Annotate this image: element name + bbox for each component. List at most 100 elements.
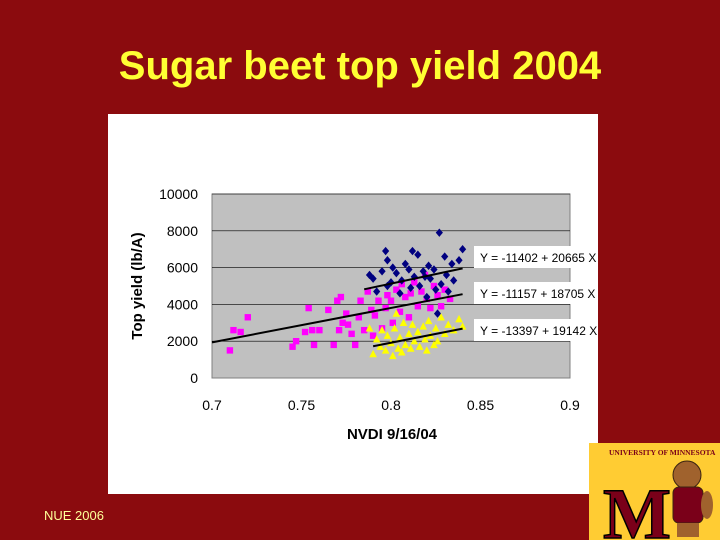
square-point	[387, 297, 395, 304]
diamond-point	[383, 256, 392, 265]
triangle-point	[419, 322, 428, 330]
square-point	[360, 326, 368, 334]
square-point	[407, 290, 414, 297]
diamond-point	[401, 259, 409, 269]
y-axis-label: Top yield (lb/A)	[129, 232, 146, 339]
triangle-point	[423, 346, 431, 354]
triangle-point	[390, 324, 399, 332]
logo-letter: M	[603, 474, 671, 540]
y-tick-label: 2000	[167, 333, 198, 349]
square-point	[305, 304, 312, 312]
square-point	[237, 328, 244, 336]
triangle-point	[440, 329, 449, 338]
square-point	[375, 297, 382, 304]
triangle-point	[388, 351, 397, 360]
y-tick-label: 4000	[167, 296, 198, 312]
square-point	[343, 310, 350, 317]
y-tick-labels: 0 2000 4000 6000 8000 10000	[159, 186, 198, 386]
square-point	[441, 286, 448, 293]
triangle-point	[381, 346, 390, 354]
square-point	[309, 326, 316, 334]
diamond-point	[407, 283, 415, 293]
triangle-point	[458, 322, 467, 330]
square-point	[348, 330, 355, 338]
mascot-legs	[677, 523, 699, 537]
square-point	[446, 295, 454, 303]
equation-labels: Y = -11402 + 20665 X r = 0.34* Y = -11157…	[474, 246, 688, 341]
square-point	[301, 328, 309, 336]
triangle-point	[392, 309, 401, 317]
triangle-point	[399, 318, 408, 326]
x-tick-label: 0.85	[467, 397, 494, 413]
x-tick-label: 0.9	[560, 397, 580, 413]
trendlines	[211, 267, 463, 348]
square-point	[437, 303, 445, 310]
diamond-point	[450, 276, 458, 285]
square-point	[310, 341, 318, 349]
x-tick-label: 0.8	[381, 397, 401, 413]
square-point	[368, 306, 375, 314]
x-axis-label: NVDI 9/16/04	[347, 426, 438, 443]
triangle-point	[406, 344, 415, 352]
mascot-tail	[701, 491, 713, 519]
diamond-point	[437, 279, 445, 289]
triangle-point	[410, 337, 419, 345]
triangle-point	[365, 324, 374, 332]
diamond-point	[455, 256, 463, 265]
trend-line	[363, 267, 463, 291]
square-point	[339, 319, 346, 326]
y-tick-label: 10000	[159, 186, 198, 202]
y-tick-label: 8000	[167, 223, 198, 239]
diamond-point	[441, 252, 449, 261]
equation-label: Y = -13397 + 19142 X r = 0.40**	[480, 324, 598, 338]
square-point	[430, 282, 438, 290]
diamond-point	[430, 265, 438, 274]
equation-label: Y = -11157 + 18705 X r = 0.62**	[480, 287, 598, 301]
scatter-chart: 0 2000 4000 6000 8000 10000 0.7 0.75 0.8 0.85 0.9…	[129, 186, 688, 443]
diamond-point	[432, 285, 440, 294]
triangle-point	[397, 348, 406, 356]
diamond-point	[396, 289, 404, 298]
square-point	[337, 293, 345, 301]
y-tick-label: 6000	[167, 260, 198, 276]
square-point	[427, 304, 434, 312]
square-point	[411, 279, 418, 286]
x-tick-label: 0.75	[288, 397, 315, 413]
triangle-point	[421, 335, 429, 343]
triangle-point	[415, 342, 424, 350]
square-point	[316, 326, 323, 334]
diamond-point	[448, 259, 456, 269]
triangle-point	[431, 324, 440, 332]
triangle-point	[455, 314, 463, 323]
square-point	[357, 297, 364, 304]
diamond-point	[459, 245, 467, 254]
triangle-point	[424, 316, 433, 325]
square-point	[389, 319, 396, 326]
triangle-point	[405, 329, 413, 338]
diamond-point	[419, 267, 427, 276]
square-point	[334, 297, 341, 304]
diamond-point	[382, 246, 390, 256]
square-point	[330, 341, 337, 349]
diamond-point	[383, 281, 392, 291]
diamond-point	[365, 270, 374, 280]
logo-text: UNIVERSITY OF MINNESOTA	[609, 448, 716, 457]
square-point	[289, 343, 296, 350]
diamond-point	[435, 228, 443, 237]
diamond-point	[433, 309, 442, 318]
triangle-point	[376, 342, 385, 350]
x-tick-label: 0.7	[202, 397, 222, 413]
triangle-point	[378, 325, 386, 334]
diamond-point	[414, 250, 422, 259]
x-tick-labels: 0.7 0.75 0.8 0.85 0.9	[202, 397, 580, 413]
chart-panel: 0 2000 4000 6000 8000 10000 0.7 0.75 0.8 0.85 0.9…	[108, 114, 688, 494]
diamond-point	[373, 287, 381, 296]
trend-line	[211, 293, 463, 344]
square-point	[244, 314, 251, 321]
triangle-point	[369, 349, 377, 358]
square-point	[402, 293, 409, 301]
square-point	[325, 306, 332, 314]
diamond-point	[424, 261, 433, 270]
triangle-point	[414, 327, 422, 336]
square-point	[352, 341, 359, 349]
